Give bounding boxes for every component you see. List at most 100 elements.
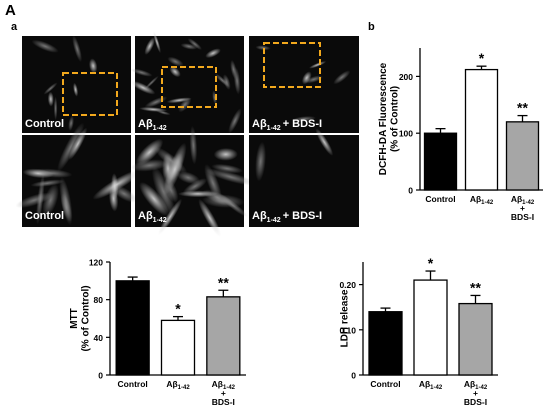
cell-soma [204,163,222,203]
cell-soma [47,91,54,107]
cell-soma [151,166,175,216]
significance-marker: ** [470,279,481,295]
cell-soma [187,38,202,50]
x-tick-label: Control [425,194,455,204]
cell-soma [178,97,192,113]
significance-marker: * [428,255,434,271]
cell-soma [31,39,59,53]
cell-soma [214,73,230,88]
cell-soma [53,96,58,121]
y-tick-label: 0.10 [339,325,356,335]
cell-soma [212,90,218,105]
cell-soma [68,115,74,131]
significance-marker: ** [517,100,528,116]
cell-soma [144,37,155,55]
cell-soma [198,198,222,237]
x-tick-label-extra: BDS-I [212,397,235,407]
micrograph-abeta-bds: Aβ1-42 + BDS-I [249,36,359,133]
y-tick-label: 200 [399,72,413,82]
micrograph-zoom-abeta-bds: Aβ1-42 + BDS-I [249,128,359,227]
y-tick-label: 100 [399,129,413,139]
cell-soma [213,148,238,161]
cell-soma [202,194,245,208]
panel-letter-A: A [5,2,16,19]
cell-soma [205,48,221,59]
cell-soma [176,171,200,185]
cell-soma [255,45,271,51]
micrograph-control: Control [22,35,131,133]
significance-marker: ** [218,274,229,290]
cell-soma [72,35,82,63]
x-tick-label: Control [370,379,400,389]
y-axis-label: MTT(% of Control) [69,285,92,351]
cell-soma [135,138,164,166]
cell-soma [57,122,85,172]
cell-soma [301,71,312,85]
cell-soma [88,58,98,74]
cell-soma [205,168,256,186]
bar-control [115,280,150,376]
micrograph-caption: Aβ1-42 + BDS-I [252,118,322,132]
bar-control [368,311,403,376]
micrograph-caption: Control [25,210,64,222]
roi-box [161,66,217,108]
cell-soma [154,147,188,174]
micrograph-grid: Control Aβ1-42 Aβ1-42 + BDS-I Control Aβ1-42 A… [15,30,359,237]
cell-soma [304,75,323,84]
cell-soma [111,173,119,200]
x-tick-label: Aβ1-42 [470,194,494,206]
micrograph-caption: Aβ1-42 + BDS-I [252,210,322,224]
bar-abeta-bds [458,302,493,376]
cell-soma [156,110,171,116]
y-axis-label: LDH release [340,289,351,347]
cell-soma [157,198,182,236]
x-tick-label: Control [118,379,148,389]
bar-abeta [160,319,196,376]
cell-soma [43,82,58,95]
y-tick-label: 0.20 [339,280,356,290]
cell-soma [178,190,218,198]
micrograph-zoom-control: Control [15,122,141,227]
x-tick-label: Aβ1-42 [511,194,535,206]
cell-soma [139,181,169,216]
cell-soma [153,30,161,54]
cell-soma [130,159,169,172]
x-tick-label-extra: + [520,203,525,213]
cell-soma [73,82,79,97]
cell-soma [189,125,198,165]
y-tick-label: 0 [408,186,413,196]
x-tick-label: Aβ1-42 [464,379,488,391]
micrograph-caption: Aβ1-42 [138,118,167,132]
x-tick-label: Aβ1-42 [212,379,236,391]
bar-abeta [413,279,448,376]
cell-soma [163,178,179,203]
y-axis-label: DCFH-DA Fluorescence(% of Control) [378,62,401,175]
cell-soma [167,56,184,67]
roi-box [263,42,321,88]
y-tick-label: 120 [89,258,103,268]
x-tick-label: Aβ1-42 [419,379,443,391]
cell-soma [130,68,153,77]
cell-soma [42,183,59,217]
cell-soma [255,141,266,182]
y-tick-label: 40 [94,333,104,343]
cell-soma [169,66,181,78]
x-tick-label-extra: + [221,388,226,398]
cell-soma [333,70,351,85]
micrograph-abeta: Aβ1-42 [130,30,244,134]
panel-letter-a: a [11,21,18,33]
cell-soma [211,163,243,174]
micrograph-caption: Control [25,118,64,130]
cell-soma [315,128,334,156]
x-tick-label-extra: + [473,388,478,398]
micrograph-background [249,135,359,227]
cell-soma [233,66,241,95]
x-tick-label-extra: BDS-I [464,397,487,407]
cell-soma [309,61,327,69]
bar-abeta [464,68,499,191]
micrograph-caption: Aβ1-42 [138,210,167,224]
bar-control [423,132,458,191]
y-tick-label: 0 [351,371,356,381]
x-tick-label: Aβ1-42 [166,379,190,391]
